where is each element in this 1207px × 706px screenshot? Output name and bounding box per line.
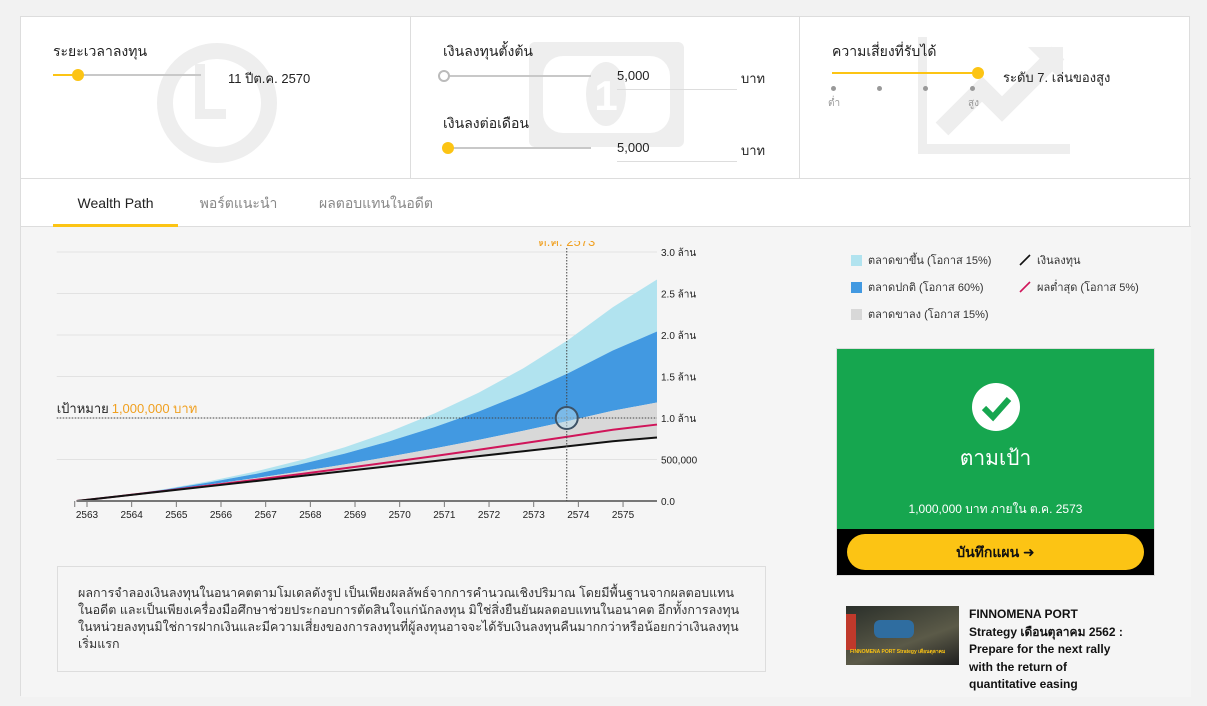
svg-text:1: 1 (594, 72, 617, 119)
risk-slider-handle[interactable] (972, 67, 984, 79)
x-tick-label: 2567 (255, 510, 278, 521)
duration-slider-fill (53, 74, 78, 76)
legend-label: ตลาดขาขึ้น (โอกาส 15%) (868, 255, 992, 267)
goal-status-subtitle: 1,000,000 บาท ภายใน ต.ค. 2573 (908, 502, 1083, 516)
target-value: 1,000,000 บาท (112, 401, 198, 416)
x-tick-label: 2574 (567, 510, 590, 521)
duration-control: ระยะเวลาลงทุน 11 ปีต.ค. 2570 (21, 17, 411, 178)
tab-past-returns[interactable]: ผลตอบแทนในอดีต (319, 195, 433, 211)
y-tick-label: 500,000 (661, 456, 698, 467)
legend-invested: เงินลงทุน (1019, 251, 1081, 269)
trend-up-icon (918, 37, 1070, 154)
monthly-unit: บาท (741, 143, 766, 158)
risk-step[interactable] (970, 86, 975, 91)
save-plan-button[interactable]: บันทึกแผน ➜ (847, 534, 1144, 570)
save-bar: บันทึกแผน ➜ (837, 529, 1154, 575)
legend-label: ผลต่ำสุด (โอกาส 5%) (1037, 282, 1139, 294)
x-tick-label: 2568 (299, 510, 322, 521)
legend-bull: ตลาดขาขึ้น (โอกาส 15%) (851, 251, 991, 269)
risk-low-label: ต่ำ (828, 98, 841, 109)
x-tick-label: 2573 (523, 510, 546, 521)
risk-control: ความเสี่ยงที่รับได้ ระดับ 7. เล่นของสูง … (800, 17, 1190, 178)
article-card[interactable]: FINNOMENA PORT Strategy เดือนตุลาคม FINN… (846, 606, 1146, 706)
x-tick-label: 2563 (76, 510, 99, 521)
initial-unit: บาท (741, 71, 766, 86)
clock-icon (157, 43, 277, 163)
risk-value: ระดับ 7. เล่นของสูง (1003, 70, 1111, 85)
y-tick-label: 3.0 ล้าน (661, 247, 696, 259)
risk-label: ความเสี่ยงที่รับได้ (832, 43, 937, 59)
duration-slider[interactable] (53, 74, 201, 76)
risk-step[interactable] (923, 86, 928, 91)
article-title[interactable]: FINNOMENA PORT Strategy เดือนตุลาคม 2562… (969, 607, 1123, 691)
wealth-path-body: 0.0 500,000 1.0 ล้าน 1.5 ล้าน 2.0 ล้าน 2.5 ล้… (21, 227, 1191, 697)
line-invested (76, 436, 658, 502)
target-label: เป้าหมาย (57, 401, 109, 416)
amount-controls: 1 เงินลงทุนตั้งต้น 5,000 บาท เงินลงต่อเด… (411, 17, 800, 178)
risk-slider[interactable] (832, 72, 978, 74)
x-tick-label: 2564 (121, 510, 144, 521)
tab-bar: Wealth Path พอร์ตแนะนำ ผลตอบแทนในอดีต (21, 179, 1191, 227)
disclaimer: ผลการจำลองเงินลงทุนในอนาคตตามโมเดลดังรูป… (57, 566, 766, 672)
controls-section: ระยะเวลาลงทุน 11 ปีต.ค. 2570 1 เงินลงทุน… (21, 17, 1191, 179)
monthly-amount-input[interactable]: 5,000 (617, 140, 737, 162)
y-tick-label: 1.0 ล้าน (661, 413, 696, 425)
goal-status-title: ตามเป้า (959, 447, 1032, 470)
wealth-path-chart[interactable]: 0.0 500,000 1.0 ล้าน 1.5 ล้าน 2.0 ล้าน 2.5 ล้… (41, 241, 701, 541)
duration-slider-handle[interactable] (72, 69, 84, 81)
marker-label: ต.ค. 2573 (538, 241, 595, 249)
banknote-icon: 1 (529, 42, 684, 147)
duration-value: 11 ปีต.ค. 2570 (228, 71, 311, 86)
duration-label: ระยะเวลาลงทุน (53, 43, 148, 59)
legend-label: เงินลงทุน (1037, 255, 1081, 267)
flag-image (846, 614, 856, 650)
article-thumbnail[interactable]: FINNOMENA PORT Strategy เดือนตุลาคม (846, 606, 959, 665)
legend-swatch (851, 308, 862, 320)
thumbnail-caption: FINNOMENA PORT Strategy เดือนตุลาคม (850, 649, 946, 655)
initial-label: เงินลงทุนตั้งต้น (443, 43, 533, 59)
y-tick-label: 2.5 ล้าน (661, 289, 696, 301)
legend-bear: ตลาดขาลง (โอกาส 15%) (851, 305, 989, 323)
legend-swatch (851, 254, 862, 266)
x-tick-label: 2565 (165, 510, 188, 521)
goal-status-card: ตามเป้า 1,000,000 บาท ภายใน ต.ค. 2573 บั… (836, 348, 1155, 576)
legend-label: ตลาดปกติ (โอกาส 60%) (868, 282, 984, 294)
monthly-label: เงินลงต่อเดือน (443, 115, 529, 131)
tab-wealth-path[interactable]: Wealth Path (53, 179, 178, 227)
legend-line-icon (1019, 281, 1031, 293)
legend-label: ตลาดขาลง (โอกาส 15%) (868, 309, 989, 321)
goal-marker (554, 406, 579, 430)
initial-slider[interactable] (447, 75, 591, 77)
legend-line-icon (1019, 254, 1031, 266)
y-tick-label: 2.0 ล้าน (661, 330, 696, 342)
legend-swatch (851, 281, 862, 293)
check-circle-icon (972, 383, 1020, 431)
x-tick-label: 2569 (344, 510, 367, 521)
risk-step[interactable] (831, 86, 836, 91)
x-tick-label: 2575 (612, 510, 635, 521)
planner-panel: ระยะเวลาลงทุน 11 ปีต.ค. 2570 1 เงินลงทุน… (20, 16, 1191, 697)
x-tick-label: 2571 (433, 510, 456, 521)
risk-step[interactable] (877, 86, 882, 91)
initial-slider-handle[interactable] (438, 70, 450, 82)
y-axis-label: บาท (663, 241, 683, 243)
monthly-slider[interactable] (447, 147, 591, 149)
legend-normal: ตลาดปกติ (โอกาส 60%) (851, 278, 984, 296)
car-image (874, 620, 914, 638)
tab-recommended-port[interactable]: พอร์ตแนะนำ (199, 195, 278, 211)
area-normal (76, 331, 657, 501)
legend-worst: ผลต่ำสุด (โอกาส 5%) (1019, 278, 1139, 296)
x-tick-label: 2572 (478, 510, 501, 521)
y-tick-label: 1.5 ล้าน (661, 372, 696, 384)
x-tick-label: 2566 (210, 510, 233, 521)
x-tick-label: 2570 (389, 510, 412, 521)
y-tick-label: 0.0 (661, 497, 675, 508)
risk-high-label: สูง (968, 98, 979, 109)
initial-amount-input[interactable]: 5,000 (617, 68, 737, 90)
monthly-slider-handle[interactable] (442, 142, 454, 154)
